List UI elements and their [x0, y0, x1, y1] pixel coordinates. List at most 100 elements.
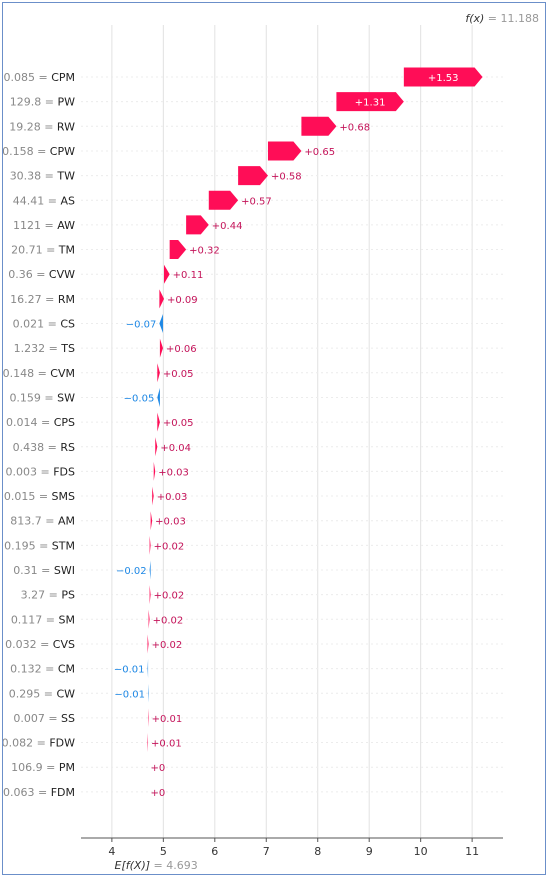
feature-label-cw: 0.295 = CW [9, 687, 75, 700]
shap-bar-cpm [403, 67, 483, 87]
shap-value-label-cw: −0.01 [114, 689, 145, 700]
feature-label-rw: 19.28 = RW [9, 120, 75, 133]
shap-value-label-sm: +0.02 [153, 615, 184, 626]
shap-value-label-sw: −0.05 [124, 393, 155, 404]
x-axis: 4 5 6 7 8 9 10 11 E[f(X)] = 4.693 [81, 837, 503, 872]
shap-value-label-cps: +0.05 [163, 418, 194, 429]
feature-label-rs: 0.438 = RS [13, 441, 75, 454]
shap-value-label-cvw: +0.11 [173, 270, 204, 281]
shap-bar-sms [152, 486, 154, 506]
x-tick-label: 5 [160, 845, 167, 858]
shap-value-label-aw: +0.44 [212, 221, 243, 232]
shap-bar-cvs [147, 634, 149, 654]
shap-bar-rm [159, 289, 165, 309]
x-tick-label: 4 [108, 845, 115, 858]
feature-label-am: 813.7 = AM [10, 515, 75, 528]
feature-label-cs: 0.021 = CS [13, 318, 75, 331]
shap-value-label-rm: +0.09 [167, 295, 198, 306]
feature-label-cpm: 0.085 = CPM [3, 71, 75, 84]
feature-label-cm: 0.132 = CM [10, 663, 75, 676]
shap-value-label-cvs: +0.02 [152, 640, 183, 651]
x-tick-label: 7 [263, 845, 270, 858]
shap-value-label-cm: −0.01 [114, 665, 145, 676]
shap-bar-sm [148, 609, 150, 629]
expected-value-label: E[f(X)] = 4.693 [115, 859, 198, 872]
shap-bar-ss [148, 708, 149, 728]
feature-label-fds: 0.003 = FDS [6, 465, 76, 478]
shap-bar-ps [149, 585, 151, 605]
shap-bar-tm [169, 240, 187, 260]
feature-label-cvm: 0.148 = CVM [3, 367, 75, 380]
shap-waterfall-chart: 0.085 = CPM 129.8 = PW 19.28 = RW 0.158 = C… [3, 12, 539, 872]
feature-label-sw: 0.159 = SW [9, 391, 75, 404]
gridlines [81, 25, 503, 838]
shap-bar-am [150, 511, 153, 531]
shap-bar-fdw [147, 733, 149, 753]
shap-value-label-cpw: +0.65 [304, 147, 335, 158]
feature-label-pw: 129.8 = PW [10, 96, 75, 109]
shap-value-label-ps: +0.02 [154, 591, 185, 602]
shap-bar-aw [186, 215, 209, 235]
feature-label-aw: 1121 = AW [13, 219, 75, 232]
shap-value-label-stm: +0.02 [154, 541, 185, 552]
shap-bar-cvw [164, 264, 170, 284]
shap-value-label-as: +0.57 [241, 196, 272, 207]
shap-bar-cpw [267, 141, 302, 161]
feature-label-ps: 3.27 = PS [21, 589, 75, 602]
shap-value-label-ss: +0.01 [152, 714, 183, 725]
shap-value-label-cs: −0.07 [126, 320, 157, 331]
feature-label-ts: 1.232 = TS [14, 342, 75, 355]
shap-value-label-rw: +0.68 [339, 122, 370, 133]
feature-label-swi: 0.31 = SWI [13, 564, 75, 577]
shap-value-label-tm: +0.32 [189, 246, 220, 257]
feature-label-fdw: 0.082 = FDW [3, 737, 75, 750]
shap-bar-fds [153, 461, 156, 481]
shap-bar-stm [149, 535, 151, 555]
shap-bar-pw [336, 92, 404, 112]
shap-value-label-cvm: +0.05 [163, 369, 194, 380]
feature-label-pm: 106.9 = PM [11, 761, 75, 774]
shap-value-label-pw: +1.31 [355, 98, 386, 109]
shap-bar-cps [157, 412, 160, 432]
shap-value-label-sms: +0.03 [157, 492, 188, 503]
feature-label-tw: 30.38 = TW [10, 170, 75, 183]
shap-bars: +1.53 +1.31 +0.68 +0.65 +0.58 +0.57 +0.44 +0.32… [114, 67, 483, 799]
feature-label-cvs: 0.032 = CVS [5, 638, 75, 651]
shap-bar-rs [155, 437, 158, 457]
shap-bar-tw [238, 166, 268, 186]
feature-label-cps: 0.014 = CPS [6, 416, 75, 429]
shap-bar-swi [149, 560, 151, 580]
shap-value-label-fds: +0.03 [158, 467, 189, 478]
shap-value-label-pm: +0 [151, 763, 166, 774]
shap-bar-ts [159, 338, 163, 358]
x-tick-label: 10 [414, 845, 428, 858]
feature-label-stm: 0.195 = STM [4, 539, 75, 552]
feature-labels: 0.085 = CPM 129.8 = PW 19.28 = RW 0.158 = C… [3, 71, 75, 799]
shap-bar-rw [301, 116, 337, 136]
feature-label-ss: 0.007 = SS [13, 712, 75, 725]
x-tick-label: 11 [465, 845, 479, 858]
shap-value-label-fdm: +0 [151, 788, 166, 799]
shap-value-label-am: +0.03 [155, 517, 186, 528]
shap-bar-sw [157, 387, 160, 407]
shap-value-label-tw: +0.58 [271, 172, 302, 183]
feature-label-cpw: 0.158 = CPW [3, 145, 75, 158]
shap-value-label-ts: +0.06 [166, 344, 197, 355]
feature-label-sm: 0.117 = SM [11, 613, 75, 626]
shap-bar-cw [148, 683, 149, 703]
x-tick-label: 6 [211, 845, 218, 858]
feature-label-tm: 20.71 = TM [11, 244, 75, 257]
feature-label-fdm: 0.063 = FDM [3, 786, 75, 799]
feature-label-sms: 0.015 = SMS [4, 490, 75, 503]
shap-bar-cvm [157, 363, 160, 383]
shap-value-label-fdw: +0.01 [151, 739, 182, 750]
fx-header: f(x) = 11.188 [465, 12, 539, 25]
x-tick-label: 9 [366, 845, 373, 858]
shap-value-label-rs: +0.04 [160, 443, 191, 454]
shap-bar-cm [147, 659, 149, 679]
feature-label-cvw: 0.36 = CVW [8, 268, 75, 281]
shap-value-label-swi: −0.02 [116, 566, 147, 577]
shap-bar-as [208, 190, 239, 210]
feature-label-as: 44.41 = AS [13, 194, 75, 207]
